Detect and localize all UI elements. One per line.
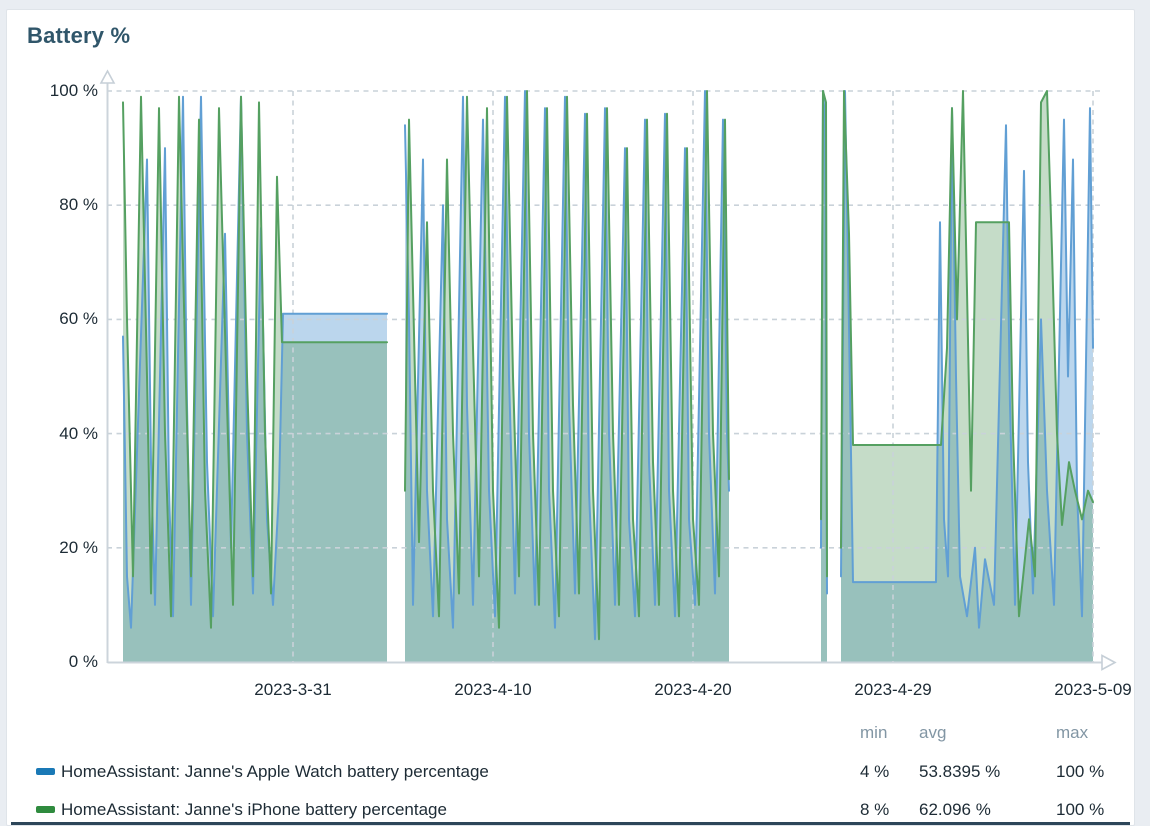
x-axis-label: 2023-5-09 xyxy=(1054,680,1132,699)
battery-chart-panel: Battery % 100 % 80 % 60 % 40 % 20 % 0 % 2023-3… xyxy=(6,9,1135,826)
y-axis-label: 80 % xyxy=(59,195,98,215)
next-panel-edge xyxy=(11,822,1130,825)
y-axis-label: 40 % xyxy=(59,423,98,443)
chart-svg[interactable] xyxy=(99,67,1117,673)
legend-label-apple-watch[interactable]: HomeAssistant: Janne's Apple Watch batte… xyxy=(61,762,489,781)
stat-max-iphone: 100 % xyxy=(1056,800,1105,819)
x-axis-label: 2023-4-20 xyxy=(654,680,732,699)
stat-min-iphone: 8 % xyxy=(860,800,890,819)
panel-title: Battery % xyxy=(27,23,131,48)
x-axis-label: 2023-4-10 xyxy=(454,680,532,699)
stat-avg-iphone: 62.096 % xyxy=(919,800,991,819)
stat-min-apple-watch: 4 % xyxy=(860,762,890,781)
legend-label-iphone[interactable]: HomeAssistant: Janne's iPhone battery pe… xyxy=(61,800,447,819)
x-axis-label: 2023-4-29 xyxy=(854,680,932,699)
legend-swatch-iphone xyxy=(36,806,55,813)
stat-max-apple-watch: 100 % xyxy=(1056,762,1105,781)
chart-region: 100 % 80 % 60 % 40 % 20 % 0 % 2023-3-31 2023-4-… xyxy=(7,10,1134,722)
y-axis-label: 0 % xyxy=(68,652,98,671)
y-axis-label: 100 % xyxy=(49,81,98,100)
y-axis-label: 20 % xyxy=(59,537,98,557)
legend-swatch-apple-watch xyxy=(36,768,55,775)
stat-avg-apple-watch: 53.8395 % xyxy=(919,762,1001,781)
battery-chart-plot[interactable] xyxy=(99,67,1117,673)
legend-header-avg: avg xyxy=(919,723,947,742)
y-axis-label: 60 % xyxy=(59,309,98,329)
legend-header-min: min xyxy=(860,723,888,742)
x-axis-label: 2023-3-31 xyxy=(254,680,332,699)
legend-header-max: max xyxy=(1056,723,1089,742)
